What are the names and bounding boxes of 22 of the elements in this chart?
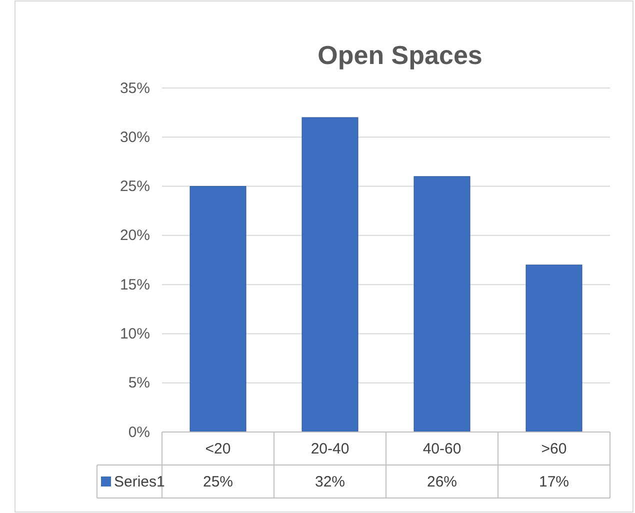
- legend-label: Series1: [114, 474, 165, 490]
- y-tick-label: 30%: [120, 128, 150, 146]
- data-label: 26%: [426, 474, 458, 490]
- x-tick-label: 40-60: [422, 440, 462, 458]
- y-tick-label: 25%: [120, 178, 150, 196]
- data-label: 17%: [538, 474, 570, 490]
- y-tick-label: 5%: [128, 374, 150, 392]
- bar: [526, 264, 582, 432]
- y-tick-label: 35%: [120, 80, 150, 97]
- y-tick-label: 0%: [128, 424, 150, 441]
- y-tick-label: 10%: [120, 326, 150, 343]
- x-tick-label: 20-40: [310, 440, 350, 458]
- data-label: 32%: [314, 474, 346, 490]
- bar: [414, 176, 470, 432]
- data-label: 25%: [202, 474, 234, 490]
- y-tick-label: 20%: [120, 227, 150, 244]
- y-tick-label: 15%: [120, 276, 150, 294]
- x-tick-label: <20: [205, 440, 231, 458]
- bar: [190, 186, 246, 432]
- x-tick-label: >60: [541, 440, 567, 458]
- bar: [302, 117, 358, 432]
- chart-title: Open Spaces: [318, 40, 482, 70]
